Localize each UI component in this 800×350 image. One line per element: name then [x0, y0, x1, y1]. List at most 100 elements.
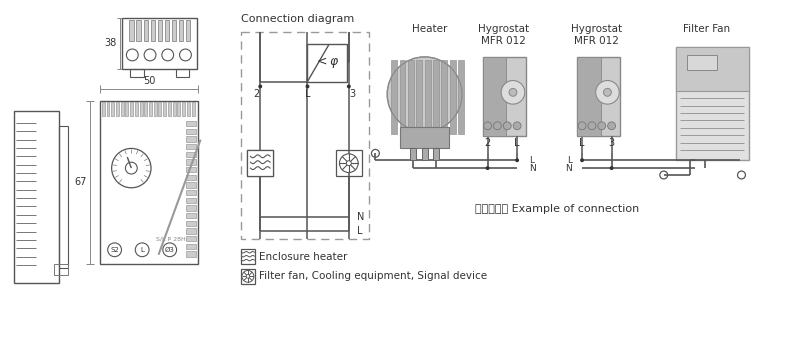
Bar [135, 102, 138, 116]
Bar [336, 150, 362, 176]
Text: $<\varphi$: $<\varphi$ [314, 55, 340, 70]
Circle shape [598, 122, 606, 130]
Bar [186, 198, 196, 203]
Text: Enclosure heater: Enclosure heater [259, 252, 348, 262]
Circle shape [163, 243, 177, 257]
Bar [458, 60, 464, 134]
Bar [186, 159, 196, 164]
Bar [186, 220, 196, 226]
Text: N: N [357, 212, 364, 222]
Bar [186, 251, 196, 257]
Text: 2: 2 [485, 138, 490, 147]
Circle shape [347, 84, 350, 89]
Bar [54, 264, 68, 275]
Bar [186, 213, 196, 218]
Bar [187, 102, 190, 116]
Text: N: N [566, 163, 572, 173]
Circle shape [179, 49, 191, 61]
Circle shape [596, 80, 619, 104]
Circle shape [126, 49, 138, 61]
Circle shape [346, 161, 351, 166]
Bar [130, 20, 134, 41]
Bar [687, 55, 717, 70]
Bar [422, 148, 427, 160]
Circle shape [588, 122, 596, 130]
Circle shape [144, 49, 156, 61]
Bar [410, 148, 416, 160]
Text: S2: S2 [110, 247, 119, 253]
Text: 67: 67 [74, 177, 86, 187]
Bar [675, 47, 750, 91]
Circle shape [515, 158, 519, 162]
Bar [137, 20, 141, 41]
Text: L: L [357, 226, 362, 236]
Bar [186, 121, 196, 126]
Text: 3: 3 [609, 138, 614, 147]
Text: L: L [529, 156, 534, 165]
Circle shape [738, 171, 746, 179]
Circle shape [501, 80, 525, 104]
Circle shape [387, 57, 462, 132]
Text: L: L [579, 138, 585, 147]
Circle shape [258, 84, 262, 89]
Circle shape [484, 122, 491, 130]
Text: Ø3: Ø3 [165, 247, 174, 253]
Bar [150, 20, 155, 41]
Text: N: N [529, 163, 536, 173]
Bar [433, 60, 439, 134]
Text: L: L [140, 247, 144, 253]
Circle shape [603, 89, 611, 96]
Circle shape [610, 166, 614, 170]
Bar [178, 102, 180, 116]
Text: Heater: Heater [412, 25, 447, 34]
Bar [186, 236, 196, 241]
Bar [130, 69, 144, 77]
Bar [158, 102, 162, 116]
Circle shape [509, 89, 517, 96]
Bar [191, 102, 194, 116]
Bar [102, 102, 105, 116]
Circle shape [112, 148, 151, 188]
Circle shape [513, 122, 521, 130]
Bar [399, 60, 406, 134]
Bar [139, 102, 142, 116]
Circle shape [608, 122, 615, 130]
Bar [408, 60, 414, 134]
Bar [182, 102, 185, 116]
Circle shape [108, 243, 122, 257]
Bar [14, 111, 58, 283]
Circle shape [135, 243, 149, 257]
Bar [168, 102, 171, 116]
Bar [425, 60, 430, 134]
Bar [577, 57, 601, 136]
Bar [186, 167, 196, 172]
Bar [186, 205, 196, 211]
Bar [186, 144, 196, 149]
Bar [186, 182, 196, 188]
Text: 3: 3 [350, 89, 356, 99]
Bar [186, 136, 196, 142]
Bar [675, 47, 750, 160]
Text: Hygrostat
MFR 012: Hygrostat MFR 012 [571, 25, 622, 46]
Bar [186, 244, 196, 249]
Bar [176, 69, 190, 77]
Bar [172, 20, 176, 41]
Bar [482, 57, 526, 136]
Bar [173, 102, 176, 116]
Circle shape [660, 171, 668, 179]
Bar [434, 148, 439, 160]
Bar [186, 175, 196, 180]
Text: Connection diagram: Connection diagram [241, 14, 354, 25]
Bar [126, 102, 128, 116]
Circle shape [494, 122, 502, 130]
Text: 50: 50 [143, 76, 155, 85]
Circle shape [503, 122, 511, 130]
Bar [450, 60, 456, 134]
Text: 38: 38 [105, 38, 117, 48]
Text: Filter Fan: Filter Fan [683, 25, 730, 34]
Bar [247, 150, 273, 176]
Bar [158, 20, 162, 41]
Text: L: L [305, 89, 310, 99]
Bar [165, 20, 170, 41]
Bar [121, 102, 124, 116]
